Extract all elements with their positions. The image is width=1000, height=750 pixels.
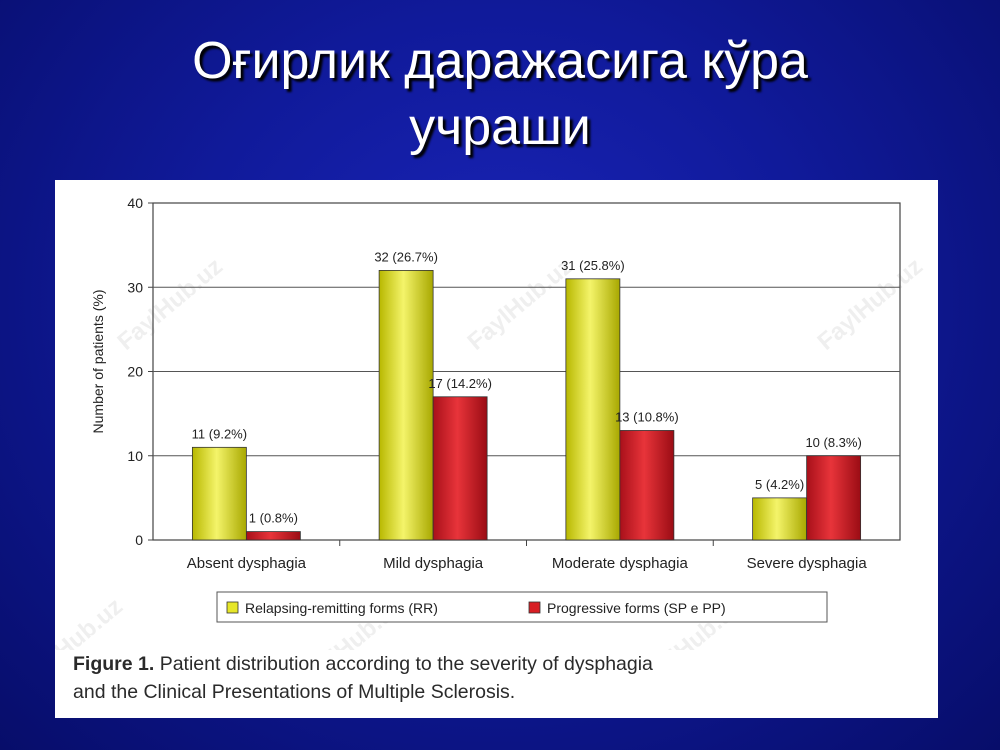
- legend-box: [216, 591, 828, 623]
- x-category-label: Mild dysphagia: [383, 555, 484, 572]
- bar: [432, 396, 488, 541]
- data-label: 32 (26.7%): [374, 249, 438, 264]
- bar-chart: FaylHub.uz FaylHub.uz FaylHub.uzFaylHub.uz…: [55, 195, 928, 650]
- watermark-text: FaylHub.uz: [812, 253, 927, 356]
- data-label: 1 (0.8%): [249, 511, 298, 526]
- watermark-text: FaylHub.uz: [55, 593, 128, 650]
- legend-swatch: [226, 601, 239, 614]
- slide-title-line-1: Оғирлик даражасига кўра: [192, 32, 808, 90]
- bar: [619, 430, 675, 541]
- figure-panel: FaylHub.uz FaylHub.uz FaylHub.uz FaylHub.uz…: [55, 180, 938, 718]
- legend-label: Progressive forms (SP e PP): [547, 600, 726, 616]
- data-label: 17 (14.2%): [428, 376, 492, 391]
- y-axis-label: Number of patients (%): [90, 290, 106, 434]
- data-label: 10 (8.3%): [805, 435, 861, 450]
- bar: [806, 455, 862, 541]
- caption-label: Figure 1.: [73, 653, 155, 675]
- bar: [378, 270, 434, 541]
- caption-text-1: Patient distribution according to the se…: [154, 653, 653, 675]
- legend-label: Relapsing-remitting forms (RR): [245, 600, 438, 616]
- x-category-label: Absent dysphagia: [187, 555, 307, 572]
- data-label: 11 (9.2%): [192, 426, 247, 441]
- x-category-label: Severe dysphagia: [747, 555, 868, 572]
- slide-title: Оғирлик даражасига кўра учраши: [0, 28, 1000, 160]
- data-label: 5 (4.2%): [755, 477, 804, 492]
- y-tick-label: 0: [135, 532, 143, 548]
- bar: [191, 446, 247, 541]
- figure-caption: Figure 1. Patient distribution according…: [73, 650, 933, 706]
- slide-title-line-2: учраши: [409, 98, 591, 156]
- bar: [752, 497, 808, 541]
- caption-line-2: and the Clinical Presentations of Multip…: [73, 681, 516, 703]
- y-tick-label: 40: [127, 195, 143, 211]
- y-tick-label: 10: [127, 448, 143, 464]
- data-label: 31 (25.8%): [561, 258, 625, 273]
- data-label: 13 (10.8%): [615, 409, 679, 424]
- caption-line-1: Figure 1. Patient distribution according…: [73, 650, 933, 678]
- y-tick-label: 20: [127, 364, 143, 380]
- watermark-text: FaylHub.uz: [112, 253, 227, 356]
- y-tick-label: 30: [127, 279, 143, 295]
- bar: [245, 531, 301, 541]
- x-category-label: Moderate dysphagia: [552, 555, 689, 572]
- legend-swatch: [528, 601, 541, 614]
- bar: [565, 278, 621, 541]
